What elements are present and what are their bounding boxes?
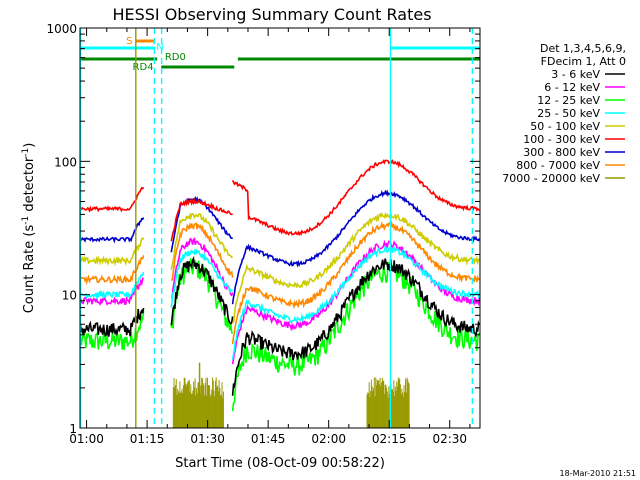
x-tick-label: 02:00 (311, 432, 346, 446)
series-line (231, 211, 481, 324)
y-axis-label: Count Rate (s-1 detector-1) (21, 143, 37, 314)
y-tick-label: 100 (54, 155, 77, 169)
series-line (231, 258, 481, 396)
series-line (231, 189, 481, 305)
flag-rd4-label: RD4 (133, 62, 154, 73)
chart-title: HESSI Observing Summary Count Rates (112, 5, 431, 24)
y-tick-label: 1 (69, 422, 77, 436)
series-line (231, 220, 480, 345)
data-series (79, 28, 481, 428)
legend-label: 50 - 100 keV (530, 120, 600, 133)
series-line (170, 221, 234, 282)
series-line (79, 307, 145, 338)
legend: Det 1,3,4,5,6,9,FDecim 1, Att 03 - 6 keV… (502, 42, 626, 185)
legend-label: 12 - 25 keV (537, 94, 600, 107)
plot-frame (79, 27, 481, 429)
series-line (170, 248, 233, 308)
series-line (79, 310, 145, 351)
legend-header: Det 1,3,4,5,6,9, (540, 42, 626, 55)
x-tick-label: 01:45 (251, 432, 286, 446)
legend-label: 6 - 12 keV (544, 81, 600, 94)
legend-label: 7000 - 20000 keV (502, 172, 600, 185)
axes: 01:00 01:15 01:30 01:45 02:00 02:15 02:30 1 10 10… (46, 22, 480, 446)
x-tick-label: 02:30 (432, 432, 467, 446)
series-line (170, 212, 233, 270)
series-line (231, 261, 481, 412)
series-line (231, 244, 481, 360)
flag-s-label: S (126, 36, 132, 47)
series-line (79, 277, 145, 306)
legend-label: 800 - 7000 keV (516, 159, 600, 172)
y-tick-label: 10 (62, 289, 77, 303)
series-line (79, 255, 145, 286)
series-line (170, 197, 233, 242)
footer-date: 18-Mar-2010 21:51 (560, 469, 637, 478)
x-tick-label: 02:15 (372, 432, 407, 446)
legend-label: 25 - 50 keV (537, 107, 600, 120)
series-line (80, 186, 145, 213)
series-line (79, 271, 145, 300)
x-axis-label: Start Time (08-Oct-09 00:58:22) (175, 456, 385, 471)
x-tick-label: 01:00 (69, 432, 104, 446)
x-tick-label: 01:30 (190, 432, 225, 446)
flag-n-label: N (156, 42, 163, 53)
series-line (79, 237, 145, 267)
legend-label: 100 - 300 keV (523, 133, 600, 146)
legend-label: 300 - 800 keV (523, 146, 600, 159)
series-line (170, 256, 234, 326)
night-markers (79, 28, 474, 428)
y-tick-label: 1000 (46, 22, 77, 36)
series-line (80, 217, 145, 244)
legend-header: FDecim 1, Att 0 (541, 55, 626, 68)
legend-label: 3 - 6 keV (551, 68, 600, 81)
series-line (170, 237, 234, 299)
x-tick-label: 01:15 (130, 432, 165, 446)
series-line (231, 159, 480, 237)
flag-rd0-label: RD0 (165, 52, 186, 63)
